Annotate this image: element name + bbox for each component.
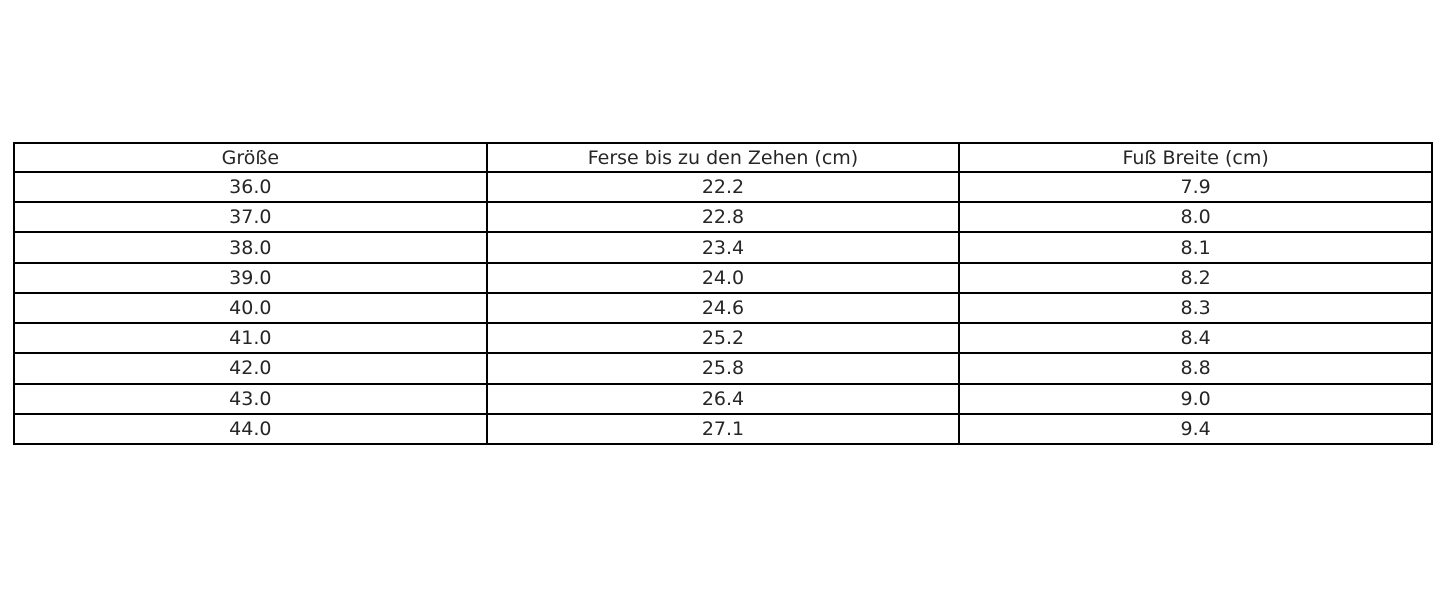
column-header-ferse-bis-zehen: Ferse bis zu den Zehen (cm) — [485, 142, 961, 173]
table-cell: 36.0 — [13, 170, 488, 204]
table-cell: 8.8 — [958, 352, 1433, 385]
table-body: 36.0 22.2 7.9 37.0 22.8 8.0 38.0 23.4 8.1 39.0 24.… — [13, 170, 1433, 446]
column-header-groesse: Größe — [13, 142, 488, 173]
shoe-size-table: Größe Ferse bis zu den Zehen (cm) Fuß Br… — [13, 142, 1433, 446]
table-row: 44.0 27.1 9.4 — [13, 412, 1433, 446]
table-row: 40.0 24.6 8.3 — [13, 291, 1433, 325]
table-cell: 8.1 — [958, 231, 1433, 264]
column-header-fuss-breite: Fuß Breite (cm) — [958, 142, 1433, 173]
table-cell: 8.0 — [958, 201, 1433, 234]
table-cell: 42.0 — [13, 352, 488, 385]
table-row: 38.0 23.4 8.1 — [13, 231, 1433, 264]
table-cell: 40.0 — [13, 291, 488, 325]
table-cell: 22.8 — [485, 201, 961, 234]
table-header-row: Größe Ferse bis zu den Zehen (cm) Fuß Br… — [13, 142, 1433, 173]
table-cell: 9.0 — [958, 382, 1433, 415]
table-cell: 41.0 — [13, 322, 488, 355]
table-row: 39.0 24.0 8.2 — [13, 261, 1433, 294]
table-cell: 27.1 — [485, 412, 961, 446]
table-cell: 8.4 — [958, 322, 1433, 355]
table-cell: 43.0 — [13, 382, 488, 415]
table-cell: 24.6 — [485, 291, 961, 325]
table-head: Größe Ferse bis zu den Zehen (cm) Fuß Br… — [13, 142, 1433, 173]
table-cell: 26.4 — [485, 382, 961, 415]
table-cell: 44.0 — [13, 412, 488, 446]
table-row: 41.0 25.2 8.4 — [13, 322, 1433, 355]
table-cell: 8.3 — [958, 291, 1433, 325]
table-row: 43.0 26.4 9.0 — [13, 382, 1433, 415]
table-cell: 25.8 — [485, 352, 961, 385]
table-cell: 7.9 — [958, 170, 1433, 204]
table-cell: 37.0 — [13, 201, 488, 234]
table-cell: 8.2 — [958, 261, 1433, 294]
table-cell: 25.2 — [485, 322, 961, 355]
table-cell: 23.4 — [485, 231, 961, 264]
table-cell: 38.0 — [13, 231, 488, 264]
table-row: 36.0 22.2 7.9 — [13, 170, 1433, 204]
table-cell: 24.0 — [485, 261, 961, 294]
table-cell: 22.2 — [485, 170, 961, 204]
table-row: 37.0 22.8 8.0 — [13, 201, 1433, 234]
table-cell: 9.4 — [958, 412, 1433, 446]
table-cell: 39.0 — [13, 261, 488, 294]
table-row: 42.0 25.8 8.8 — [13, 352, 1433, 385]
